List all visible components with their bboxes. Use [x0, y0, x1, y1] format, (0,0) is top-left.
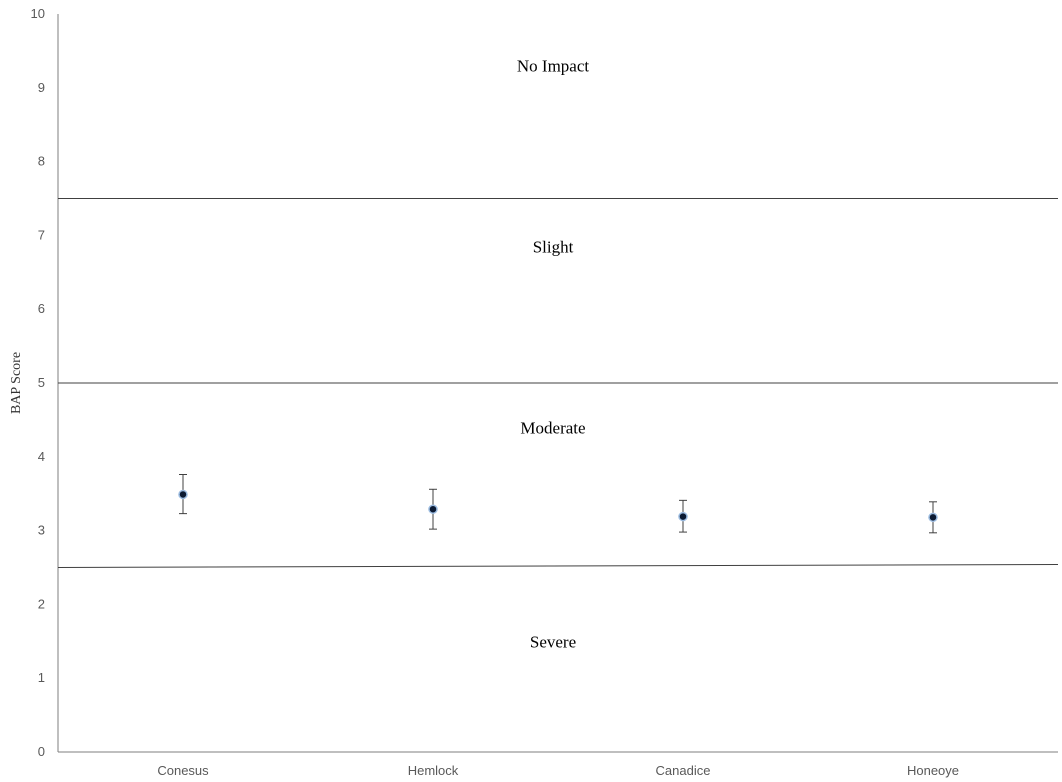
y-tick-label: 10 [31, 6, 45, 21]
y-tick-label: 9 [38, 80, 45, 95]
zone-labels: No Impact Slight Moderate Severe [517, 57, 590, 652]
zone-threshold-line [57, 564, 1059, 568]
zone-thresholds [57, 198, 1059, 568]
y-tick-label: 5 [38, 375, 45, 390]
x-tick-label: Canadice [656, 763, 711, 778]
data-point [678, 511, 688, 522]
y-tick-label: 1 [38, 670, 45, 685]
data-series [178, 474, 938, 534]
y-tick-label: 0 [38, 744, 45, 759]
y-tick-label: 7 [38, 227, 45, 242]
y-tick-label: 6 [38, 301, 45, 316]
zone-label: Moderate [520, 418, 585, 437]
y-tick-label: 2 [38, 596, 45, 611]
data-point [428, 504, 438, 514]
y-tick-label: 8 [38, 154, 45, 169]
zone-label: Severe [530, 632, 576, 651]
x-tick-label: Hemlock [408, 763, 459, 778]
y-tick-label: 3 [38, 523, 45, 538]
data-point [178, 489, 188, 500]
x-tick-label: Conesus [157, 763, 209, 778]
zone-label: Slight [533, 237, 574, 256]
data-point [928, 512, 938, 523]
y-axis-title: BAP Score [9, 352, 24, 414]
y-tick-label: 4 [38, 449, 45, 464]
zone-label: No Impact [517, 57, 590, 76]
x-axis: Conesus Hemlock Canadice Honeoye [58, 751, 1058, 778]
x-tick-label: Honeoye [907, 763, 959, 778]
y-axis: 0 1 2 3 4 5 6 7 8 9 10 [31, 6, 59, 759]
